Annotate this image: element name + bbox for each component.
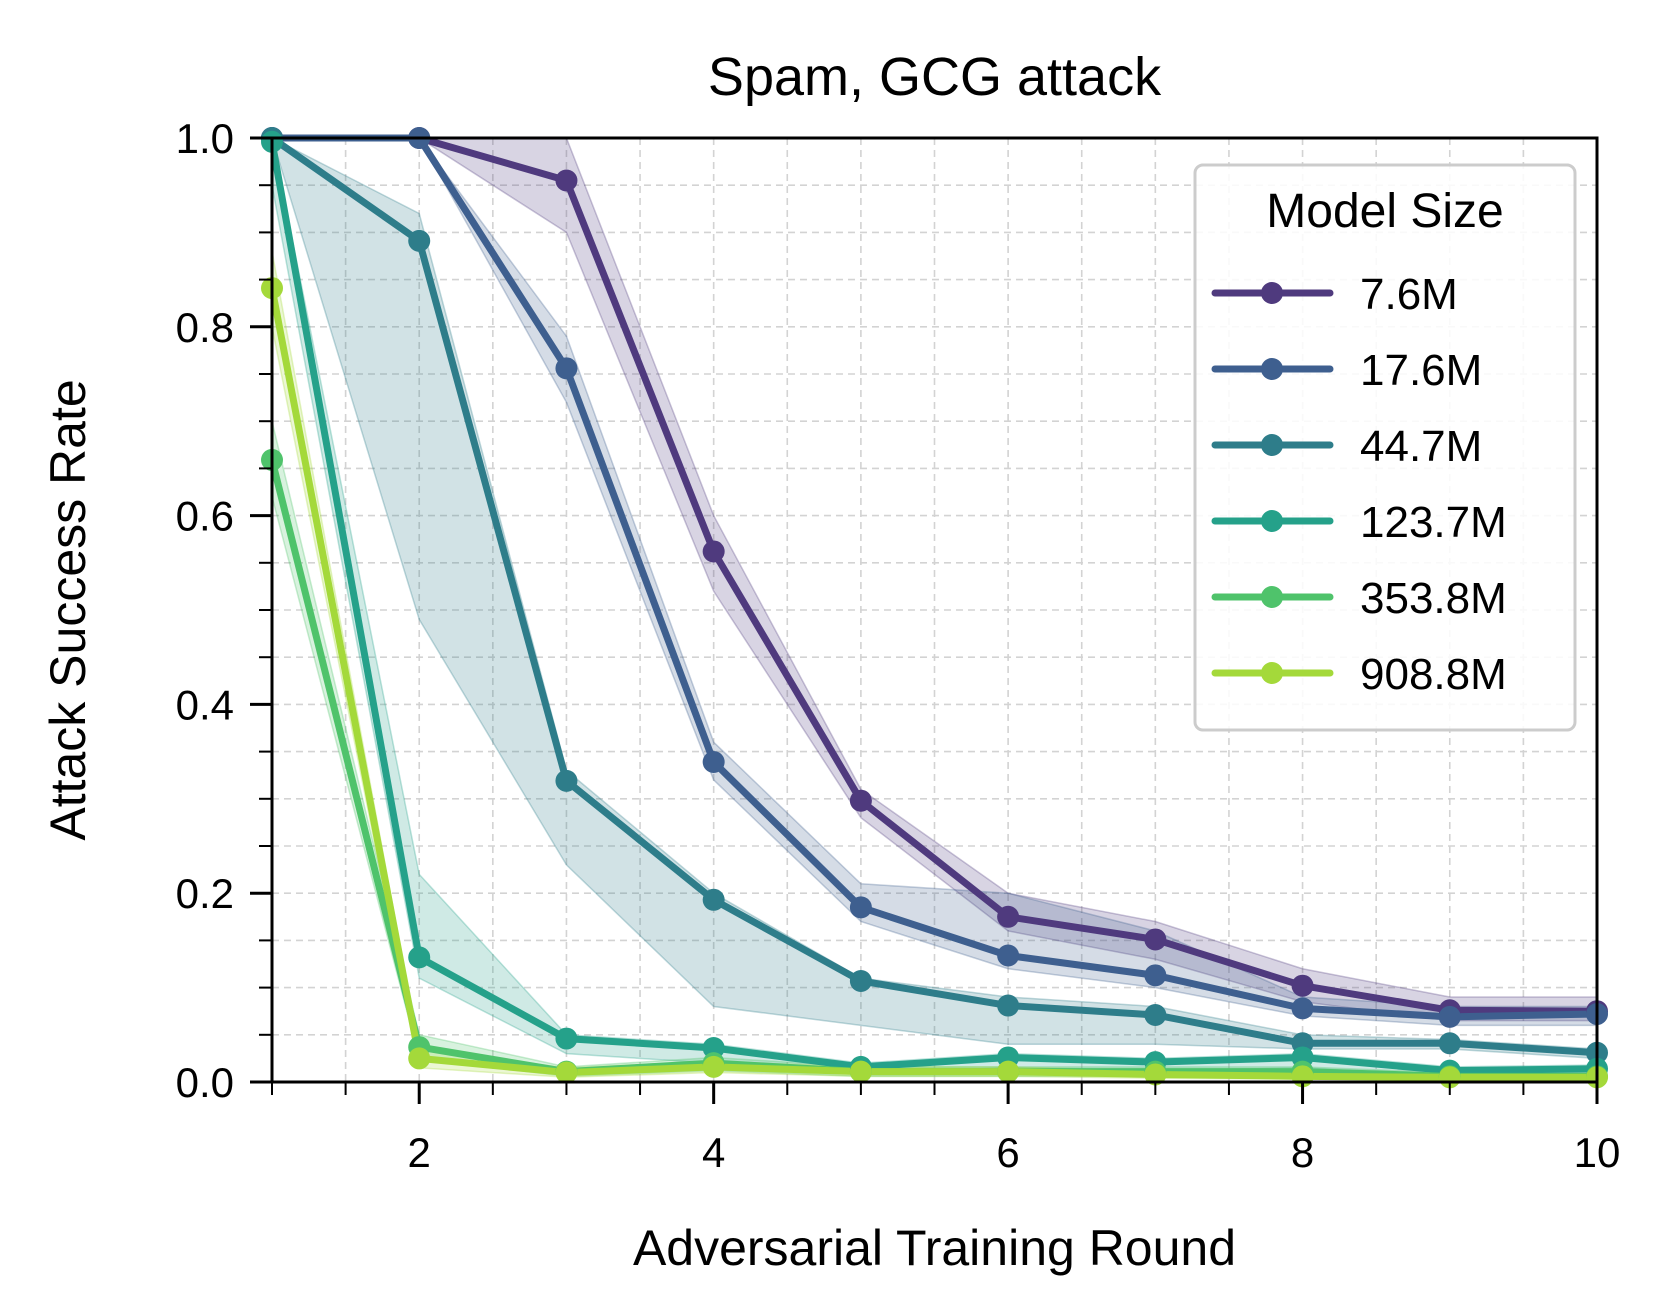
data-point <box>1144 1063 1167 1086</box>
data-point <box>702 888 725 911</box>
series-line <box>268 284 1601 1081</box>
data-point <box>408 1047 431 1070</box>
y-tick-label: 0.4 <box>176 681 234 728</box>
x-axis-label: Adversarial Training Round <box>633 1220 1236 1276</box>
x-tick-label: 6 <box>996 1129 1019 1176</box>
y-tick-label: 0.6 <box>176 493 234 540</box>
x-tick-label: 8 <box>1291 1129 1314 1176</box>
legend: Model Size 7.6M 17.6M 44.7M 123.7M 353.8M 908… <box>1193 163 1577 732</box>
data-point <box>555 357 578 380</box>
y-tick-label: 0.8 <box>176 304 234 351</box>
data-point <box>849 789 872 812</box>
y-axis-label: Attack Success Rate <box>40 379 96 840</box>
x-tick-label: 10 <box>1574 1129 1621 1176</box>
x-tick-label: 2 <box>408 1129 431 1176</box>
series-line <box>268 134 1601 1015</box>
data-point <box>997 1060 1020 1083</box>
legend-label: 353.8M <box>1360 574 1507 623</box>
legend-marker <box>1261 358 1283 380</box>
data-point <box>849 1060 872 1083</box>
data-point <box>702 750 725 773</box>
legend-marker <box>1261 282 1283 304</box>
data-point <box>1144 964 1167 987</box>
data-point <box>1438 1032 1461 1055</box>
data-point <box>849 969 872 992</box>
legend-marker <box>1261 586 1283 608</box>
data-point <box>1291 997 1314 1020</box>
series-line <box>268 138 1601 1075</box>
data-point <box>408 946 431 969</box>
series-lines <box>268 134 1601 1081</box>
data-point <box>555 169 578 192</box>
legend-marker <box>1261 510 1283 532</box>
axis-ticks: 2 4 6 8 10 0.0 0.2 0.4 0.6 0.8 1.0 <box>176 115 1621 1176</box>
data-point <box>849 896 872 919</box>
legend-marker <box>1261 662 1283 684</box>
data-point <box>997 994 1020 1017</box>
data-point <box>1144 1003 1167 1026</box>
data-point <box>1438 1005 1461 1028</box>
legend-marker <box>1261 434 1283 456</box>
data-point <box>1144 928 1167 951</box>
data-point <box>702 540 725 563</box>
legend-label: 908.8M <box>1360 650 1507 699</box>
series-points <box>261 127 1608 1089</box>
data-point <box>1291 974 1314 997</box>
data-point <box>555 769 578 792</box>
y-tick-label: 0.0 <box>176 1059 234 1106</box>
series-line <box>268 134 1601 1021</box>
legend-label: 7.6M <box>1360 270 1458 319</box>
data-point <box>555 1027 578 1050</box>
data-point <box>702 1037 725 1060</box>
x-tick-label: 4 <box>702 1129 725 1176</box>
legend-items: 7.6M 17.6M 44.7M 123.7M 353.8M 908.8M <box>1211 270 1507 699</box>
data-point <box>408 229 431 252</box>
data-point <box>702 1055 725 1078</box>
data-point <box>997 944 1020 967</box>
legend-title: Model Size <box>1266 185 1503 238</box>
legend-label: 17.6M <box>1360 346 1482 395</box>
data-point <box>997 905 1020 928</box>
series-line <box>268 134 1601 1057</box>
legend-box <box>1193 163 1577 732</box>
legend-label: 123.7M <box>1360 498 1507 547</box>
legend-label: 44.7M <box>1360 422 1482 471</box>
chart-title: Spam, GCG attack <box>708 47 1162 107</box>
y-tick-label: 1.0 <box>176 115 234 162</box>
y-tick-label: 0.2 <box>176 870 234 917</box>
data-point <box>555 1061 578 1084</box>
